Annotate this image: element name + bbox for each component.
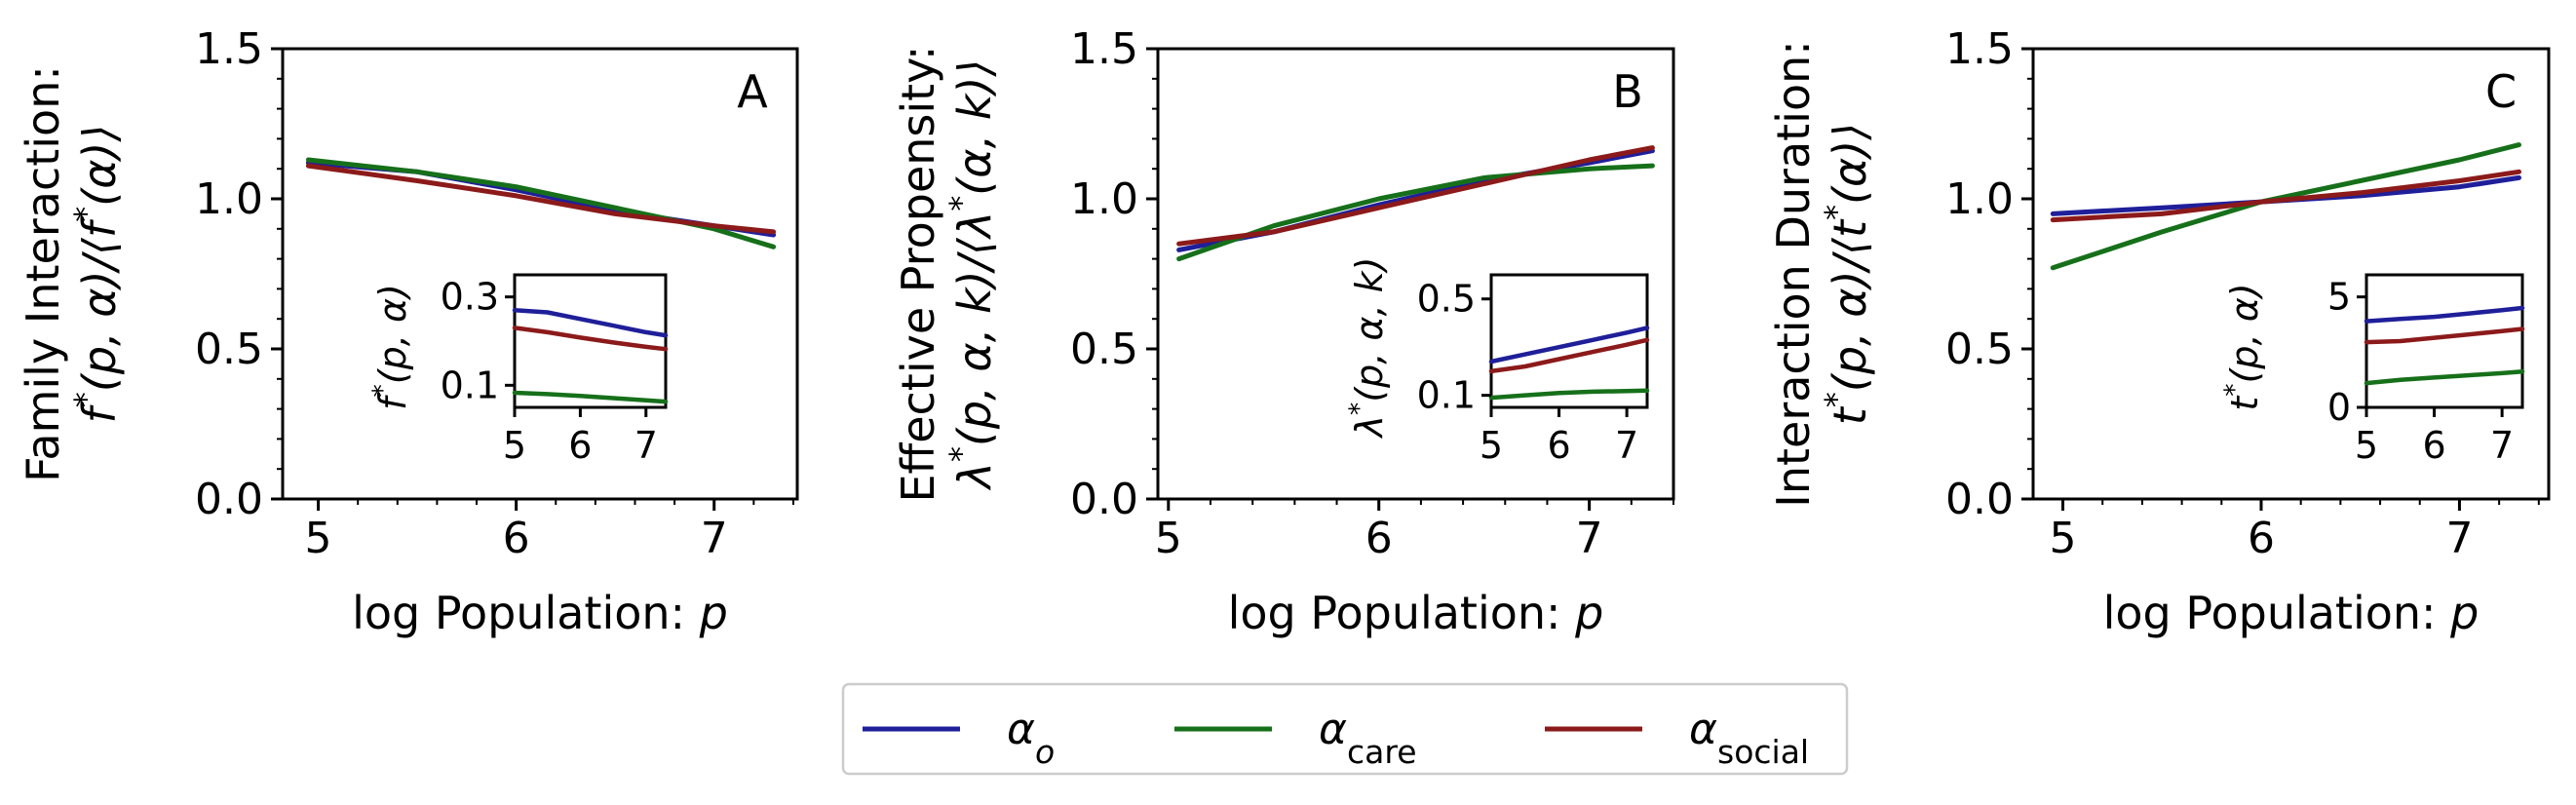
inset-y-tick-label: 0.5 [1417, 278, 1476, 321]
y-axis-label-formula: f*(p, α)/⟨f*(α)⟩ [67, 125, 126, 424]
plot-frame [2031, 47, 2551, 501]
x-axis-label: log Population: p [2103, 587, 2480, 639]
inset-plot: 055 6 7t*(p, α) [2219, 273, 2525, 467]
y-axis-label-formula: λ*(p, α, k)/⟨λ*(α, k)⟩ [942, 59, 1001, 492]
inset-x-tick-label: 5 [2355, 424, 2378, 467]
inset-series-line-alpha-o [512, 308, 669, 338]
x-tick-label: 6 [1365, 514, 1393, 563]
y-tick-label: 1.5 [1945, 24, 2014, 74]
series-line-alpha-social [305, 163, 777, 235]
series-line-alpha-social [2050, 169, 2521, 223]
inset-frame [2365, 273, 2524, 409]
legend: αo αcare αsocial [841, 682, 1849, 776]
inset-x-tick-label: 6 [568, 424, 592, 467]
inset-y-axis-label: f*(p, α) [367, 284, 415, 410]
inset-series-line-alpha-o [2364, 305, 2525, 324]
inset-x-tick-label: 5 [503, 424, 526, 467]
inset-y-axis-label: λ*(p, α, k) [1344, 257, 1392, 440]
inset-x-tick-label: 6 [1547, 424, 1570, 467]
inset-y-tick-label: 0.1 [1417, 374, 1476, 417]
inset-y-axis-label: t*(p, α) [2219, 283, 2267, 410]
x-axis-label: log Population: p [1228, 587, 1604, 639]
panel-letter: A [737, 65, 768, 118]
x-tick-label: 6 [2248, 514, 2275, 563]
y-tick-label: 1.0 [1070, 174, 1138, 224]
x-tick-label: 5 [2050, 514, 2077, 563]
legend-entry-social: αsocial [1689, 705, 1809, 771]
y-tick-label: 1.5 [1070, 24, 1138, 74]
inset-x-tick-label: 7 [634, 424, 658, 467]
y-tick-label: 0.5 [195, 325, 263, 374]
panel-b: 0.0 0.5 1.0 1.5 5 6 7 log Population: p Effectiv… [892, 24, 1675, 639]
plot-frame [281, 47, 799, 501]
x-tick-label: 7 [1576, 514, 1603, 563]
legend-entry-o: αo [1007, 705, 1055, 771]
inset-x-tick-label: 5 [1480, 424, 1503, 467]
inset-y-tick-label: 5 [2327, 276, 2351, 319]
panel-c: 0.0 0.5 1.0 1.5 5 6 7 log Population: p Interact… [1767, 24, 2551, 639]
panel-letter: C [2485, 65, 2517, 118]
inset-series-line-alpha-social [1488, 337, 1650, 374]
x-tick-label: 6 [503, 514, 530, 563]
y-axis-label-formula: t*(p, α)/⟨t*(α)⟩ [1818, 123, 1876, 426]
inset-series-line-alpha-social [512, 326, 669, 352]
y-tick-label: 0.0 [195, 475, 263, 524]
series-line-alpha-care [305, 157, 777, 249]
inset-x-tick-label: 7 [2490, 424, 2514, 467]
inset-plot: 0.1 0.3 5 6 7 f*(p, α) [367, 273, 669, 467]
x-tick-label: 5 [1155, 514, 1182, 563]
inset-series-line-alpha-o [1488, 326, 1650, 364]
inset-series-line-alpha-care [512, 390, 669, 404]
inset-plot: 0.1 0.5 5 6 7 λ*(p, α, k) [1344, 257, 1650, 467]
x-tick-label: 5 [305, 514, 332, 563]
y-tick-label: 0.5 [1070, 325, 1138, 374]
series-line-alpha-care [2050, 142, 2521, 271]
y-axis-label-title: Interaction Duration: [1767, 40, 1820, 507]
x-tick-label: 7 [2445, 514, 2473, 563]
y-tick-label: 1.5 [195, 24, 263, 74]
y-axis-label-title: Effective Propensity: [892, 45, 944, 502]
inset-x-tick-label: 7 [1615, 424, 1638, 467]
y-tick-label: 0.0 [1070, 475, 1138, 524]
y-axis-label-title: Family Interaction: [17, 65, 69, 482]
y-tick-label: 0.5 [1945, 325, 2014, 374]
inset-series-line-alpha-care [1488, 388, 1650, 401]
plot-frame [1156, 47, 1675, 501]
y-tick-label: 1.0 [195, 174, 263, 224]
series-line-alpha-care [1176, 163, 1655, 262]
inset-x-tick-label: 6 [2422, 424, 2445, 467]
x-axis-label: log Population: p [352, 587, 728, 639]
inset-series-line-alpha-social [2364, 326, 2525, 345]
legend-entry-care: αcare [1319, 705, 1417, 771]
inset-y-tick-label: 0 [2327, 386, 2351, 429]
y-tick-label: 1.0 [1945, 174, 2014, 224]
panel-letter: B [1612, 65, 1643, 118]
inset-y-tick-label: 0.1 [441, 364, 499, 406]
x-tick-label: 7 [701, 514, 728, 563]
legend-box [841, 682, 1849, 776]
inset-y-tick-label: 0.3 [441, 276, 499, 319]
y-tick-label: 0.0 [1945, 475, 2014, 524]
inset-frame [1489, 273, 1649, 409]
series-line-alpha-social [1176, 145, 1655, 247]
inset-series-line-alpha-care [2364, 369, 2525, 386]
